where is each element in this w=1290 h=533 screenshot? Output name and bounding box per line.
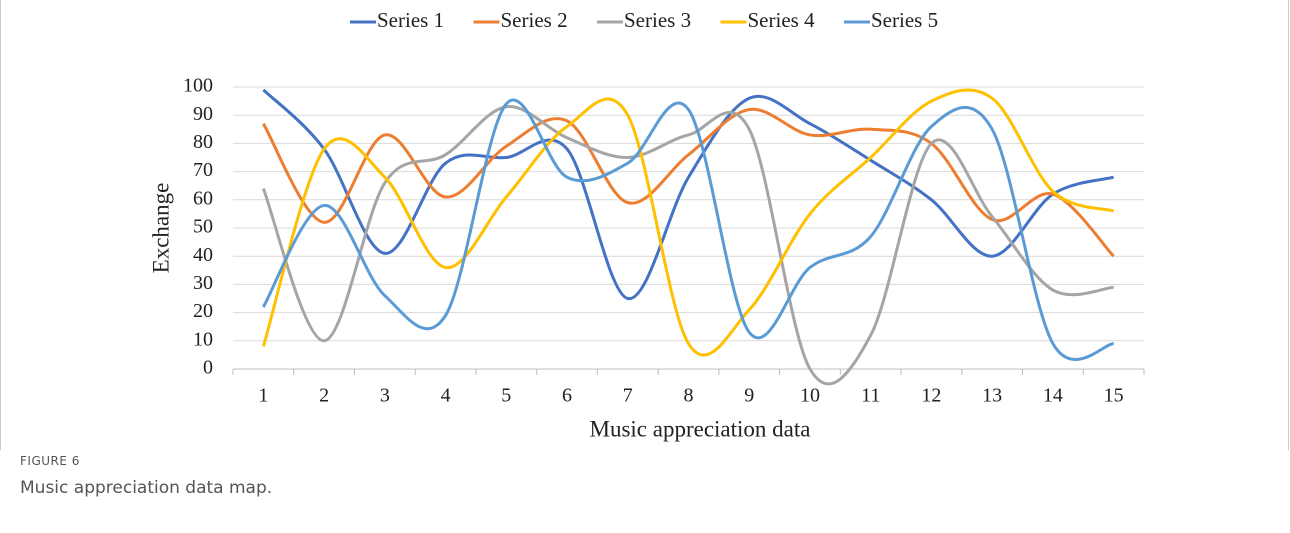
y-tick-label: 20 [193,300,213,322]
y-tick-label: 60 [193,187,213,209]
x-tick-label: 4 [441,385,451,407]
legend-label: Series 1 [377,8,444,32]
y-tick-label: 90 [193,103,213,125]
x-tick-label: 12 [921,385,941,407]
legend-label: Series 3 [624,8,691,32]
series-line [262,107,1115,258]
y-tick-label: 100 [183,75,213,97]
series-line [262,88,1115,301]
x-tick-label: 15 [1104,385,1124,407]
y-tick-label: 30 [193,272,213,294]
y-tick-label: 50 [193,216,213,238]
x-tick-label: 2 [319,385,329,407]
x-tick-label: 5 [501,385,511,407]
series-line [262,98,1114,361]
legend-label: Series 5 [871,8,938,32]
x-axis-label: Music appreciation data [590,416,811,441]
x-tick-label: 6 [562,385,572,407]
y-tick-label: 80 [193,131,213,153]
chart: Music appreciation data Exchange 0 10 20 30… [0,0,1289,450]
figure-label: FIGURE 6 [20,454,80,468]
x-tick-label: 13 [982,385,1002,407]
x-tick-label: 14 [1043,385,1063,407]
series-line [261,88,1115,357]
y-tick-label: 10 [193,328,213,350]
x-tick-label: 1 [258,385,268,407]
y-axis-label: Exchange [148,183,173,274]
y-tick-label: 0 [203,357,213,379]
x-tick-label: 11 [861,385,880,407]
series-line [261,105,1114,386]
x-tick-label: 10 [800,385,820,407]
x-tick-label: 8 [684,385,694,407]
legend-label: Series 4 [748,8,816,32]
x-tick-label: 7 [623,385,633,407]
figure-caption: Music appreciation data map. [20,478,273,498]
y-tick-label: 40 [193,244,213,266]
x-tick-label: 9 [744,385,754,407]
y-tick-label: 70 [193,159,213,181]
legend-label: Series 2 [501,8,568,32]
x-tick-label: 3 [380,385,390,407]
